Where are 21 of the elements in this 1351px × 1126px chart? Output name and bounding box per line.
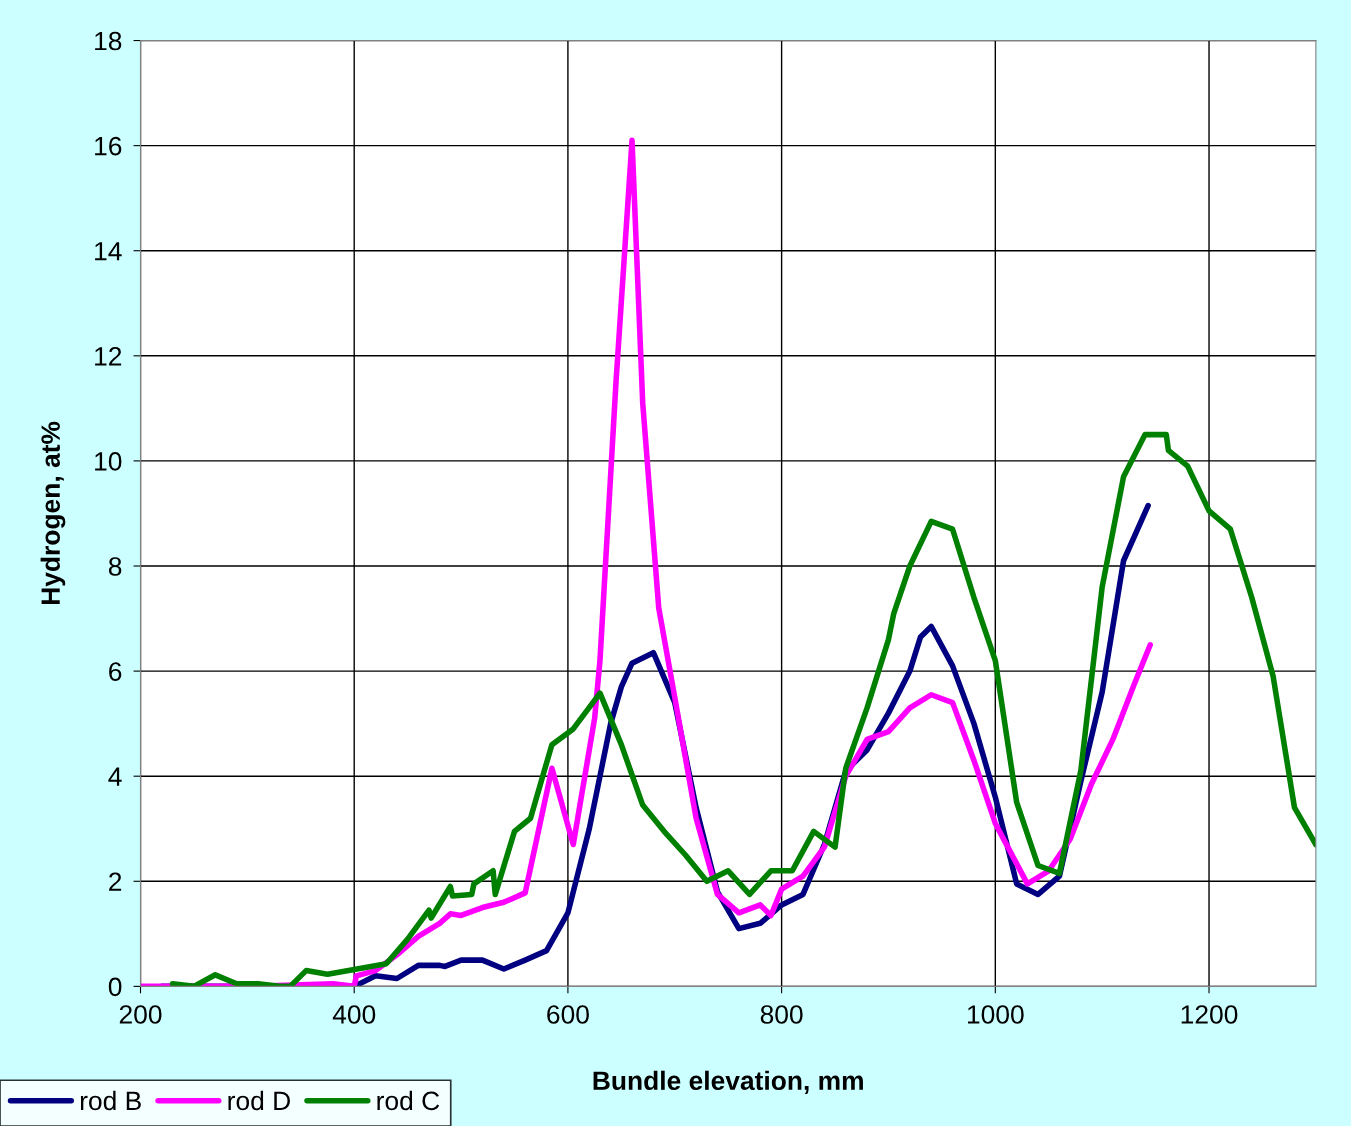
y-tick-label: 16 [95,136,122,156]
y-tick-label: 18 [95,31,122,51]
y-tick-label: 4 [108,767,122,786]
y-tick-label: 10 [95,452,122,471]
y-tick-label: 6 [109,662,122,681]
y-tick-label: 14 [95,242,122,261]
y-tick-label: 8 [108,557,122,576]
x-tick-label: 1000 [967,1005,1024,1024]
x-tick-label: 800 [760,1005,803,1024]
y-tick-label: 0 [108,977,122,997]
x-tick-label: 600 [547,1005,589,1024]
x-tick-label: 1200 [1181,1005,1238,1024]
y-tick-label: 12 [95,346,122,366]
legend-label: rod B [80,1090,141,1111]
y-axis-title: Hydrogen, at% [40,421,66,605]
x-axis-title: Bundle elevation, mm [593,1070,863,1094]
x-tick-label: 400 [332,1005,376,1024]
legend-label: rod D [228,1090,290,1111]
y-tick-label: 2 [109,872,122,891]
x-tick-label: 200 [119,1005,162,1024]
legend-label: rod C [377,1090,440,1111]
